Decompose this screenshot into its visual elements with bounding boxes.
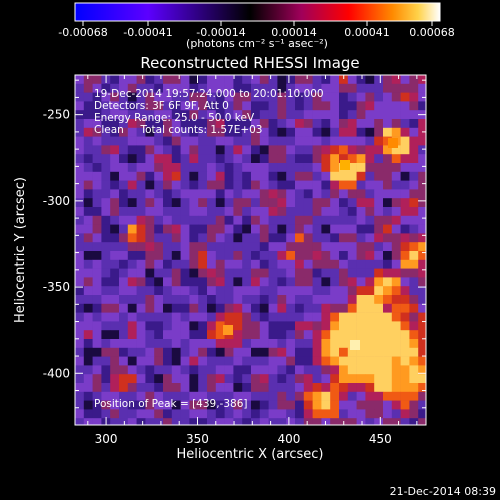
colorbar-tick-label: 0.00068: [409, 26, 455, 39]
colorbar-tick-label: -0.00068: [58, 26, 107, 39]
x-tick-label: 400: [277, 432, 300, 446]
info-total-counts: Clean Total counts: 1.57E+03: [94, 124, 263, 136]
colorbar-ticks: [82, 21, 433, 26]
y-tick-label: -300: [43, 194, 70, 208]
timestamp: 21-Dec-2014 08:39: [389, 485, 496, 498]
y-tick-label: -350: [43, 280, 70, 294]
colorbar-tick-label: 0.00041: [344, 26, 390, 39]
info-time-range: 19-Dec-2014 19:57:24.000 to 20:01:10.000: [94, 88, 324, 100]
y-axis-label: Heliocentric Y (arcsec): [13, 177, 28, 323]
colorbar-tick-label: 0.00014: [271, 26, 317, 39]
info-detectors: Detectors: 3F 6F 9F, Att 0: [94, 100, 229, 112]
colorbar-units: (photons cm⁻² s⁻¹ asec⁻²): [186, 37, 328, 50]
colorbar: -0.00068 -0.00041 -0.00014 0.00014 0.00041 0.…: [58, 2, 455, 50]
colorbar-tick-label: -0.00014: [196, 26, 245, 39]
x-tick-label: 450: [369, 432, 392, 446]
plot-frame: [74, 74, 427, 426]
x-axis: 300 350 400 450: [87, 75, 418, 446]
x-tick-label: 350: [186, 432, 209, 446]
image-pixels: [75, 75, 426, 425]
image-title: Reconstructed RHESSI Image: [140, 54, 359, 72]
peak-position: Position of Peak = [439,-386]: [94, 398, 248, 410]
info-energy-range: Energy Range: 25.0 - 50.0 keV: [94, 112, 255, 124]
colorbar-tick-labels: -0.00068 -0.00041 -0.00014 0.00014 0.00041 0.…: [58, 26, 454, 39]
x-axis-label: Heliocentric X (arcsec): [177, 447, 324, 462]
solar-image: [75, 75, 426, 425]
colorbar-gradient: [74, 2, 441, 22]
x-tick-label: 300: [95, 432, 118, 446]
colorbar-tick-label: -0.00041: [123, 26, 172, 39]
y-tick-label: -250: [43, 108, 70, 122]
info-block: 19-Dec-2014 19:57:24.000 to 20:01:10.000…: [94, 88, 324, 136]
y-axis: -250 -300 -350 -400: [43, 79, 426, 409]
y-tick-label: -400: [43, 366, 70, 380]
